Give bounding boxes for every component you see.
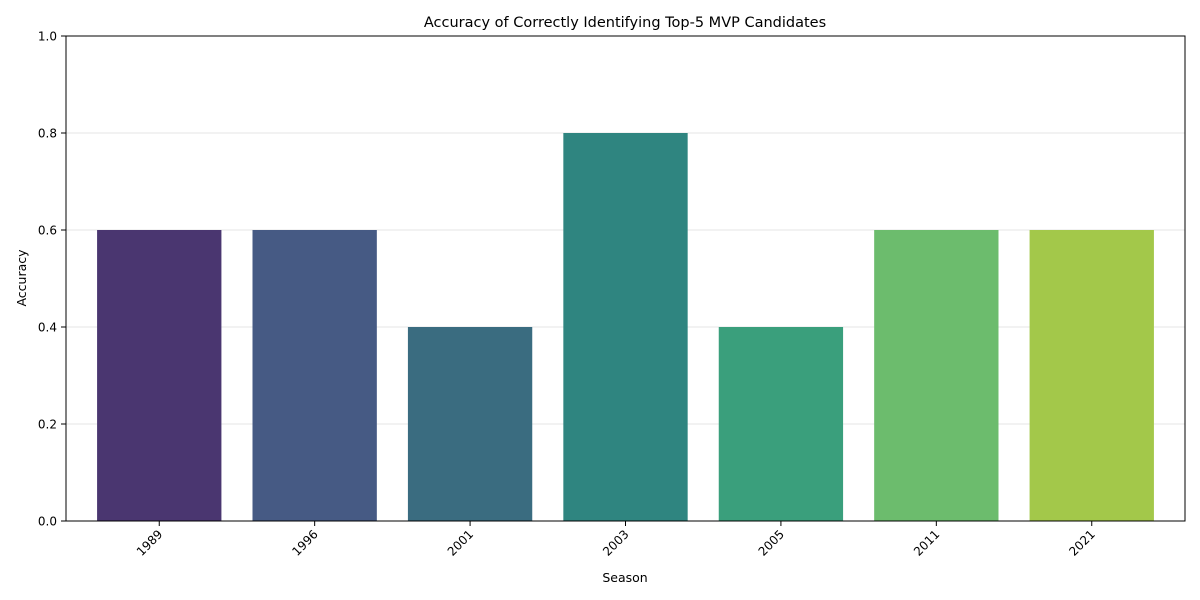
x-tick-label: 2021 — [1066, 527, 1097, 558]
y-axis-label: Accuracy — [14, 249, 29, 307]
x-tick-label: 2011 — [911, 527, 942, 558]
bar-2005 — [718, 327, 844, 521]
bar-2003 — [563, 133, 688, 521]
x-tick-label: 2001 — [445, 527, 476, 558]
y-tick-label: 0.2 — [38, 418, 57, 432]
y-axis-ticks: 0.0 0.2 0.4 0.6 0.8 1.0 — [38, 30, 66, 529]
x-tick-label: 2003 — [600, 527, 631, 558]
y-tick-label: 0.4 — [38, 321, 57, 335]
bar-2001 — [407, 327, 533, 521]
x-tick-label: 1989 — [134, 527, 165, 558]
bars — [97, 133, 1154, 521]
y-tick-label: 1.0 — [38, 30, 57, 44]
y-tick-label: 0.6 — [38, 224, 57, 238]
x-tick-label: 2005 — [756, 527, 787, 558]
chart-title: Accuracy of Correctly Identifying Top-5 … — [424, 15, 826, 31]
y-tick-label: 0.0 — [38, 515, 57, 529]
bar-2021 — [1029, 230, 1154, 521]
bar-2011 — [874, 230, 999, 521]
x-axis-label: Season — [602, 570, 647, 585]
y-tick-label: 0.8 — [38, 127, 57, 141]
x-tick-label: 1996 — [289, 527, 320, 558]
x-axis-ticks: 1989 1996 2001 2003 2005 2011 2021 — [134, 521, 1098, 559]
bar-1996 — [252, 230, 377, 521]
bar-1989 — [97, 230, 222, 521]
